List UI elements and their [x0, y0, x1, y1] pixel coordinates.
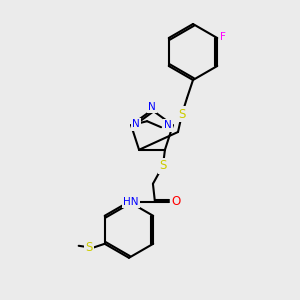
Text: S: S: [85, 241, 92, 254]
Text: F: F: [220, 32, 226, 42]
Text: O: O: [171, 195, 181, 208]
Text: N: N: [164, 120, 172, 130]
Text: S: S: [159, 159, 167, 172]
Text: HN: HN: [123, 197, 139, 207]
Text: N: N: [148, 102, 156, 112]
Text: S: S: [178, 107, 186, 121]
Text: N: N: [132, 119, 140, 129]
